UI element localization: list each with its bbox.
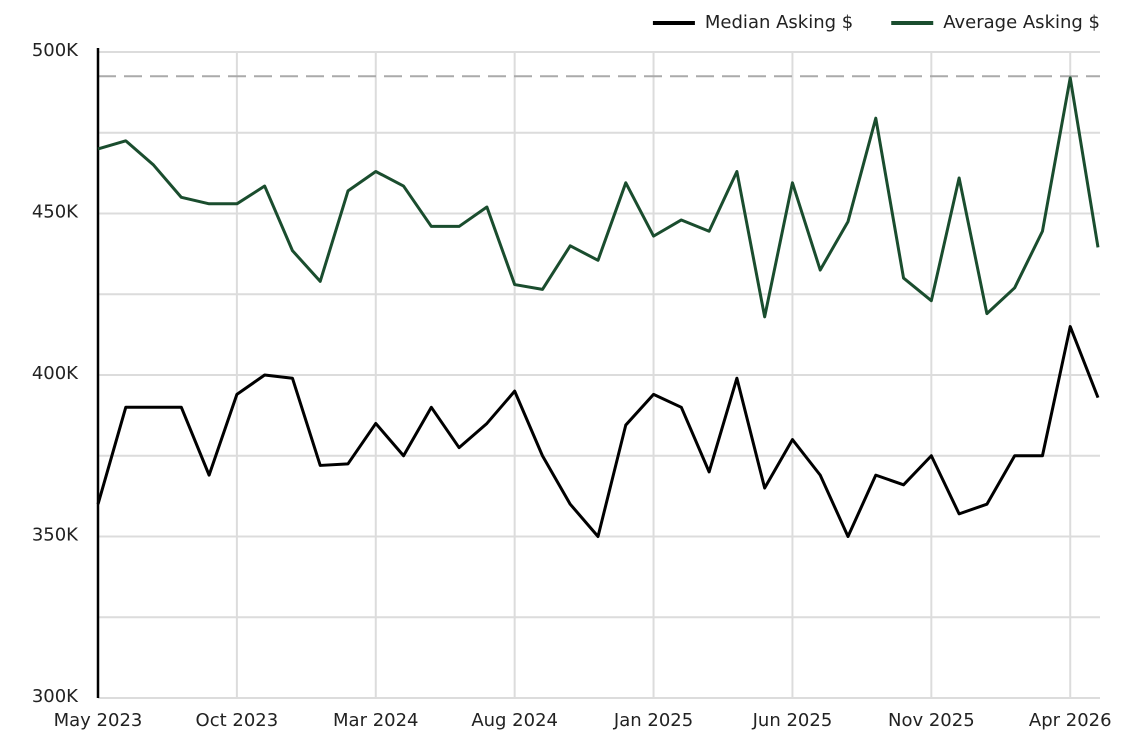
y-tick-label: 400K bbox=[32, 363, 79, 384]
series-line bbox=[96, 325, 1100, 538]
x-tick-label: Apr 2026 bbox=[1029, 710, 1112, 731]
series-line bbox=[97, 76, 1100, 319]
x-tick-label: Oct 2023 bbox=[196, 710, 279, 731]
x-tick-label: Jan 2025 bbox=[613, 710, 693, 731]
y-tick-label: 450K bbox=[32, 202, 79, 223]
y-tick-label: 350K bbox=[32, 525, 79, 546]
legend-label: Median Asking $ bbox=[705, 12, 853, 33]
x-tick-label: Aug 2024 bbox=[471, 710, 558, 731]
x-tick-label: Nov 2025 bbox=[888, 710, 975, 731]
x-tick-label: Mar 2024 bbox=[333, 710, 419, 731]
x-tick-label: Jun 2025 bbox=[752, 710, 833, 731]
y-tick-label: 300K bbox=[32, 686, 79, 707]
legend-label: Average Asking $ bbox=[943, 12, 1100, 33]
y-tick-label: 500K bbox=[32, 40, 79, 61]
x-tick-label: May 2023 bbox=[54, 710, 143, 731]
